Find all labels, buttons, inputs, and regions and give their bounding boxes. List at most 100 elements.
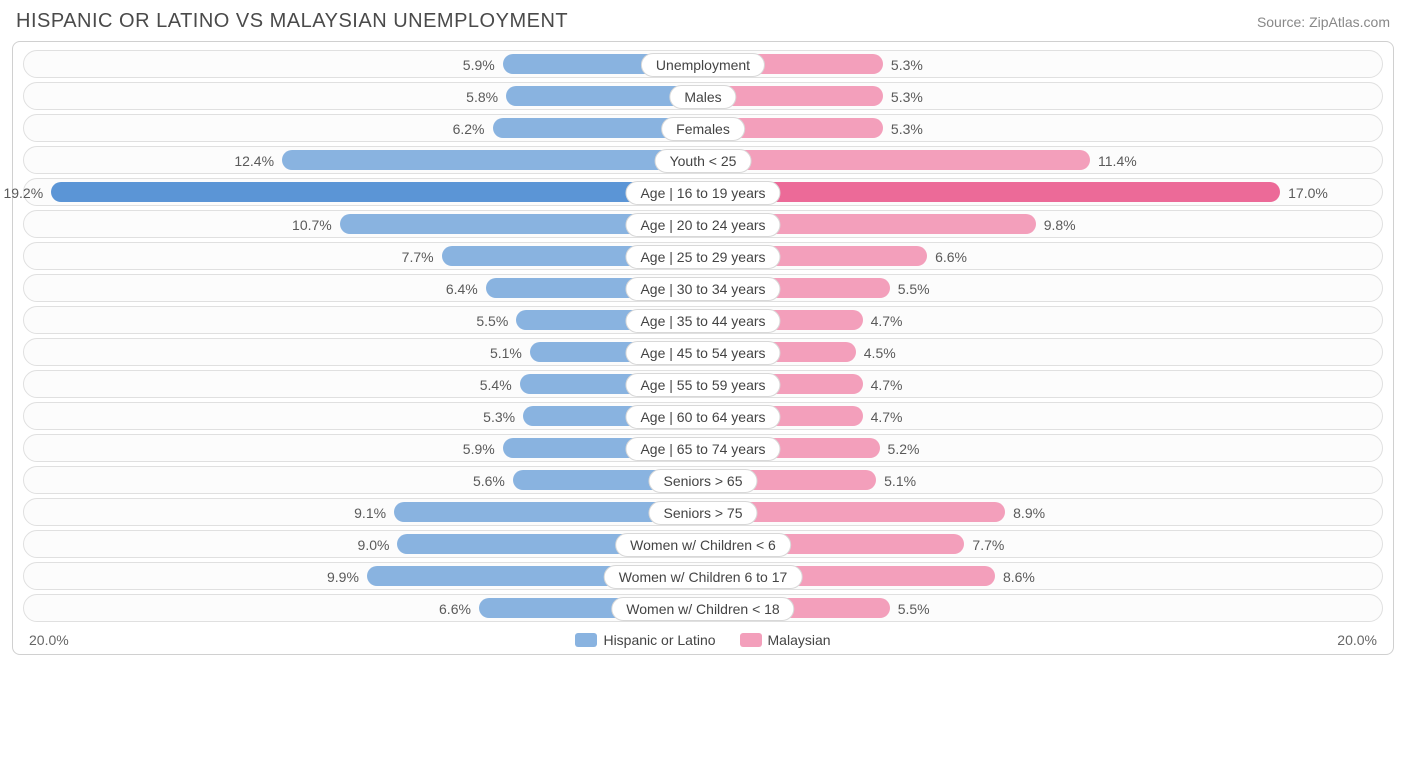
value-right: 4.7% (871, 403, 903, 431)
category-label: Age | 60 to 64 years (625, 405, 780, 429)
chart-row: 5.5% 4.7% Age | 35 to 44 years (23, 306, 1383, 334)
chart-row: 10.7% 9.8% Age | 20 to 24 years (23, 210, 1383, 238)
chart-row: 6.2% 5.3% Females (23, 114, 1383, 142)
chart-row: 5.9% 5.2% Age | 65 to 74 years (23, 434, 1383, 462)
value-left: 9.0% (358, 531, 390, 559)
category-label: Women w/ Children 6 to 17 (604, 565, 803, 589)
category-label: Women w/ Children < 6 (615, 533, 791, 557)
row-track: 5.3% 4.7% Age | 60 to 64 years (23, 402, 1383, 430)
chart-title: HISPANIC OR LATINO VS MALAYSIAN UNEMPLOY… (16, 10, 568, 33)
value-left: 6.4% (446, 275, 478, 303)
chart-row: 9.0% 7.7% Women w/ Children < 6 (23, 530, 1383, 558)
bar-left (282, 150, 703, 170)
value-right: 5.1% (884, 467, 916, 495)
row-track: 5.1%4.5%Age | 45 to 54 years (23, 338, 1383, 366)
legend-item-right: Malaysian (740, 632, 831, 648)
row-track: 9.1%8.9%Seniors > 75 (23, 498, 1383, 526)
value-right: 17.0% (1288, 179, 1328, 207)
row-track: 5.6% 5.1% Seniors > 65 (23, 466, 1383, 494)
bar-left (51, 182, 703, 202)
category-label: Unemployment (641, 53, 765, 77)
chart-row: 5.1%4.5%Age | 45 to 54 years (23, 338, 1383, 366)
value-left: 7.7% (402, 243, 434, 271)
value-left: 12.4% (234, 147, 274, 175)
row-track: 5.9% 5.3% Unemployment (23, 50, 1383, 78)
value-right: 5.5% (898, 275, 930, 303)
legend: Hispanic or Latino Malaysian (575, 632, 830, 648)
value-left: 6.6% (439, 595, 471, 623)
row-track: 5.4% 4.7% Age | 55 to 59 years (23, 370, 1383, 398)
value-right: 5.3% (891, 115, 923, 143)
value-right: 5.2% (888, 435, 920, 463)
row-track: 9.0% 7.7% Women w/ Children < 6 (23, 530, 1383, 558)
row-track: 19.2%17.0%Age | 16 to 19 years (23, 178, 1383, 206)
chart-frame: 5.9% 5.3% Unemployment 5.8% 5.3% Males 6.2% 5.3… (12, 41, 1394, 655)
category-label: Females (661, 117, 745, 141)
row-track: 5.5% 4.7% Age | 35 to 44 years (23, 306, 1383, 334)
chart-row: 12.4% 11.4% Youth < 25 (23, 146, 1383, 174)
legend-label-left: Hispanic or Latino (603, 632, 715, 648)
axis-left-max: 20.0% (29, 632, 69, 648)
category-label: Age | 35 to 44 years (625, 309, 780, 333)
value-right: 8.9% (1013, 499, 1045, 527)
value-left: 5.3% (483, 403, 515, 431)
row-track: 10.7% 9.8% Age | 20 to 24 years (23, 210, 1383, 238)
axis-right-max: 20.0% (1337, 632, 1377, 648)
category-label: Seniors > 65 (649, 469, 758, 493)
value-right: 5.3% (891, 83, 923, 111)
row-track: 7.7% 6.6% Age | 25 to 29 years (23, 242, 1383, 270)
value-left: 5.5% (476, 307, 508, 335)
value-left: 5.8% (466, 83, 498, 111)
row-track: 6.6% 5.5% Women w/ Children < 18 (23, 594, 1383, 622)
chart-header: HISPANIC OR LATINO VS MALAYSIAN UNEMPLOY… (12, 10, 1394, 41)
category-label: Age | 20 to 24 years (625, 213, 780, 237)
category-label: Youth < 25 (655, 149, 752, 173)
legend-label-right: Malaysian (768, 632, 831, 648)
row-track: 6.4% 5.5% Age | 30 to 34 years (23, 274, 1383, 302)
category-label: Age | 16 to 19 years (625, 181, 780, 205)
value-right: 8.6% (1003, 563, 1035, 591)
value-left: 19.2% (3, 179, 43, 207)
chart-row: 6.4% 5.5% Age | 30 to 34 years (23, 274, 1383, 302)
chart-row: 9.1%8.9%Seniors > 75 (23, 498, 1383, 526)
chart-row: 5.9% 5.3% Unemployment (23, 50, 1383, 78)
value-left: 6.2% (453, 115, 485, 143)
category-label: Age | 65 to 74 years (625, 437, 780, 461)
legend-item-left: Hispanic or Latino (575, 632, 715, 648)
value-right: 6.6% (935, 243, 967, 271)
value-left: 5.9% (463, 435, 495, 463)
value-right: 4.7% (871, 371, 903, 399)
category-label: Age | 55 to 59 years (625, 373, 780, 397)
category-label: Seniors > 75 (649, 501, 758, 525)
row-track: 5.8% 5.3% Males (23, 82, 1383, 110)
value-right: 11.4% (1098, 147, 1137, 175)
value-right: 7.7% (972, 531, 1004, 559)
category-label: Age | 30 to 34 years (625, 277, 780, 301)
value-left: 9.9% (327, 563, 359, 591)
value-left: 5.9% (463, 51, 495, 79)
row-track: 6.2% 5.3% Females (23, 114, 1383, 142)
legend-swatch-right (740, 633, 762, 647)
value-right: 4.7% (871, 307, 903, 335)
row-track: 9.9% 8.6% Women w/ Children 6 to 17 (23, 562, 1383, 590)
value-right: 5.3% (891, 51, 923, 79)
chart-rows: 5.9% 5.3% Unemployment 5.8% 5.3% Males 6.2% 5.3… (23, 50, 1383, 622)
value-right: 5.5% (898, 595, 930, 623)
chart-row: 6.6% 5.5% Women w/ Children < 18 (23, 594, 1383, 622)
category-label: Age | 45 to 54 years (625, 341, 780, 365)
chart-row: 9.9% 8.6% Women w/ Children 6 to 17 (23, 562, 1383, 590)
chart-row: 5.6% 5.1% Seniors > 65 (23, 466, 1383, 494)
category-label: Women w/ Children < 18 (611, 597, 794, 621)
chart-source: Source: ZipAtlas.com (1257, 14, 1390, 30)
bar-right (703, 182, 1280, 202)
value-right: 9.8% (1044, 211, 1076, 239)
chart-row: 19.2%17.0%Age | 16 to 19 years (23, 178, 1383, 206)
value-left: 5.6% (473, 467, 505, 495)
legend-swatch-left (575, 633, 597, 647)
value-left: 5.4% (480, 371, 512, 399)
category-label: Males (669, 85, 736, 109)
value-left: 10.7% (292, 211, 332, 239)
category-label: Age | 25 to 29 years (625, 245, 780, 269)
chart-footer: 20.0% Hispanic or Latino Malaysian 20.0% (23, 626, 1383, 648)
value-left: 5.1% (490, 339, 522, 367)
